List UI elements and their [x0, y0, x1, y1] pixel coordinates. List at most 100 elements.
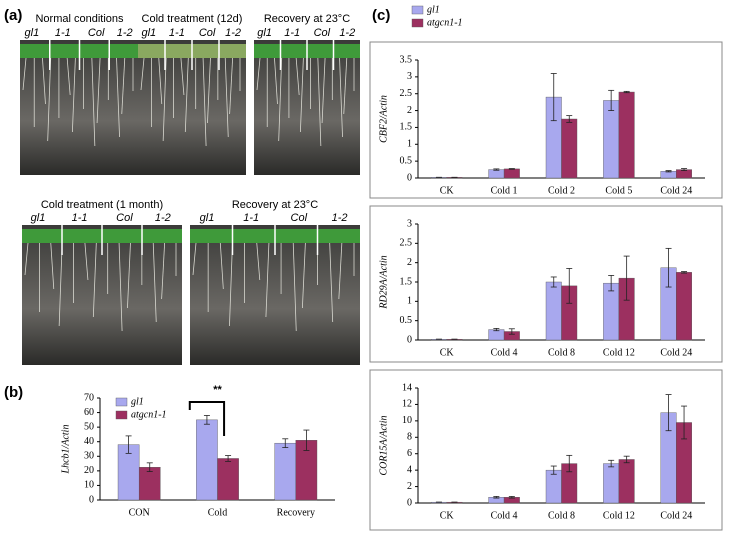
photo-root: [343, 57, 348, 115]
y-tick-label: 10: [84, 480, 94, 491]
genotype-label: Col: [88, 27, 105, 39]
photo-root: [161, 242, 166, 300]
photo-root: [158, 57, 163, 105]
photo-root: [292, 242, 297, 332]
error-bar: [493, 168, 500, 171]
legend-swatch: [115, 397, 128, 407]
x-tick-label: Cold: [208, 507, 227, 518]
y-tick-label: 0: [407, 497, 412, 508]
photo-root: [256, 57, 261, 91]
error-bar: [608, 89, 615, 111]
photo-root: [180, 57, 185, 96]
annotation: **: [213, 384, 222, 396]
genotype-label: gl1: [31, 212, 46, 224]
panel-label: (b): [4, 384, 23, 401]
photo-root: [265, 242, 270, 318]
y-tick-label: 12: [402, 399, 412, 410]
legend-swatch: [411, 18, 424, 28]
legend-label: atgcn1-1: [427, 17, 463, 28]
bar: [545, 281, 562, 341]
significance-bracket: [188, 401, 226, 436]
error-bar: [681, 271, 688, 274]
bar: [618, 91, 635, 179]
photo-root: [299, 57, 304, 133]
photo-root: [207, 57, 211, 124]
photo-root: [192, 242, 197, 276]
photo-root: [274, 57, 278, 105]
photo-root: [140, 57, 145, 91]
error-bar: [493, 327, 500, 332]
genotype-label: 1-2: [339, 27, 355, 39]
genotype-label: gl1: [257, 27, 272, 39]
y-tick-label: 6: [407, 448, 412, 459]
error-bar: [550, 73, 557, 122]
error-bar: [303, 429, 310, 451]
genotype-label: 1-2: [225, 27, 241, 39]
x-tick-label: CK: [440, 185, 455, 196]
chart-frame: [369, 41, 723, 199]
y-tick-label: 1: [407, 296, 412, 307]
photo-caption: Cold treatment (12d): [142, 13, 243, 25]
y-tick-label: 0: [89, 494, 94, 505]
genotype-label: gl1: [200, 212, 215, 224]
y-tick-label: 50: [84, 421, 94, 432]
photo-root: [224, 57, 229, 138]
error-bar: [608, 275, 615, 292]
photo-root: [301, 242, 306, 309]
legend-label: atgcn1-1: [131, 409, 167, 420]
genotype-label: 1-1: [243, 212, 259, 224]
bar: [217, 458, 239, 501]
y-tick-label: 8: [407, 432, 412, 443]
photo-root: [256, 242, 261, 281]
error-bar: [623, 90, 630, 94]
photo-caption: Cold treatment (1 month): [41, 199, 163, 211]
y-tick-label: 3.5: [400, 54, 413, 65]
error-bar: [623, 255, 630, 301]
y-tick-label: 3: [407, 71, 412, 82]
bar: [488, 169, 505, 179]
error-bar: [665, 247, 672, 288]
y-tick-label: 2.5: [400, 238, 413, 249]
y-tick-label: 3: [407, 218, 412, 229]
x-tick-label: Cold 12: [603, 347, 635, 358]
panel-label: (c): [372, 7, 390, 24]
photo-root: [50, 242, 55, 290]
legend-label: gl1: [427, 4, 440, 15]
genotype-label: Col: [291, 212, 308, 224]
x-tick-label: CON: [129, 507, 150, 518]
x-tick-label: CK: [440, 347, 455, 358]
photo-root: [184, 57, 189, 133]
error-bar: [282, 438, 289, 448]
photo-root: [317, 57, 322, 147]
photo-root: [84, 242, 89, 281]
chart-frame: [369, 369, 723, 531]
genotype-label: 1-1: [284, 27, 300, 39]
bar: [274, 442, 297, 501]
error-bar: [566, 268, 573, 304]
photo-caption: Recovery at 23°C: [264, 13, 350, 25]
photo-root: [92, 242, 97, 318]
photo-root: [24, 242, 29, 276]
legend-label: gl1: [131, 396, 144, 407]
photo-root: [152, 242, 157, 323]
error-bar: [550, 465, 557, 475]
x-tick-label: Cold 24: [660, 510, 692, 521]
x-tick-label: Cold 2: [548, 185, 575, 196]
genotype-label: 1-2: [117, 27, 133, 39]
y-tick-label: 0.5: [400, 315, 413, 326]
genotype-label: gl1: [25, 27, 40, 39]
y-tick-label: 2.5: [400, 88, 413, 99]
bar: [676, 272, 692, 341]
photo-root: [202, 57, 207, 147]
y-tick-label: 60: [84, 407, 94, 418]
error-bar: [203, 415, 210, 425]
panel-label: (a): [4, 7, 22, 24]
photo-root: [116, 57, 120, 138]
error-bar: [681, 168, 688, 171]
error-bar: [493, 496, 500, 499]
bar: [196, 419, 218, 501]
y-tick-label: 30: [84, 451, 94, 462]
error-bar: [508, 168, 515, 170]
genotype-label: Col: [116, 212, 133, 224]
x-tick-label: Cold 5: [605, 185, 632, 196]
